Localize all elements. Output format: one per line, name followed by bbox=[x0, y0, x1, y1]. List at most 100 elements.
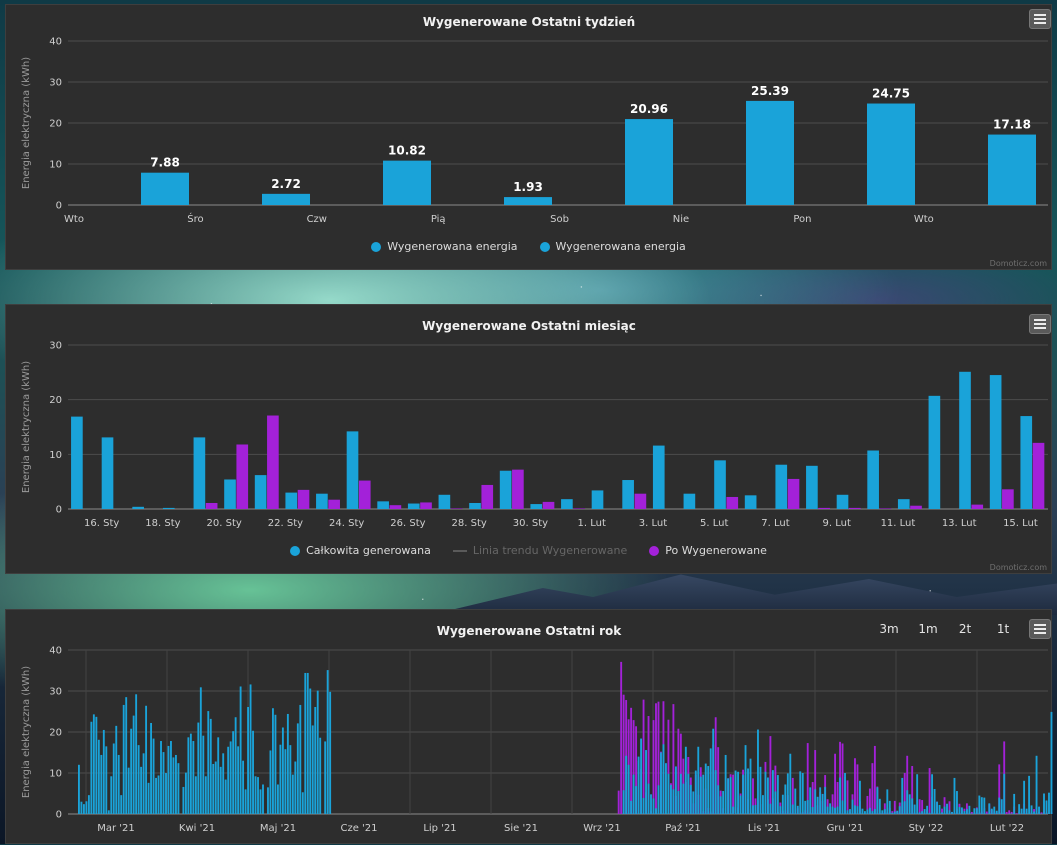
bar bbox=[1051, 712, 1053, 814]
bar bbox=[807, 800, 809, 814]
bar bbox=[504, 197, 552, 205]
bar bbox=[71, 417, 83, 509]
y-tick-label: 40 bbox=[49, 37, 62, 48]
bar bbox=[543, 502, 555, 509]
bar bbox=[866, 809, 868, 814]
bar bbox=[1001, 799, 1003, 814]
x-tick-label: Nie bbox=[673, 214, 689, 225]
bar bbox=[133, 716, 135, 814]
x-tick-label: 24. Sty bbox=[329, 518, 364, 529]
bar bbox=[625, 756, 627, 814]
range-button-1m[interactable]: 1m bbox=[916, 622, 940, 636]
bar bbox=[240, 686, 242, 814]
bar bbox=[655, 703, 657, 814]
y-axis-label: Energia elektryczna (kWh) bbox=[21, 361, 32, 493]
legend-dot-icon bbox=[540, 242, 550, 252]
bar bbox=[769, 804, 771, 814]
week-chart-menu-button[interactable] bbox=[1029, 9, 1051, 29]
x-tick-label: Mar '21 bbox=[97, 823, 135, 834]
legend-item-total-generated[interactable]: Całkowita generowana bbox=[290, 544, 431, 557]
y-tick-label: 30 bbox=[49, 341, 62, 352]
legend-item-trend-line[interactable]: Linia trendu Wygenerowane bbox=[453, 544, 627, 557]
menu-icon-bar bbox=[1034, 14, 1046, 16]
bar bbox=[298, 490, 310, 509]
bar bbox=[929, 768, 931, 814]
chart-title: Wygenerowane Ostatni miesiąc bbox=[422, 319, 636, 333]
bar bbox=[185, 773, 187, 814]
bar bbox=[143, 753, 145, 814]
bar bbox=[760, 767, 762, 814]
bar bbox=[959, 807, 961, 814]
bar bbox=[255, 776, 257, 814]
credit-link[interactable]: Domoticz.com bbox=[990, 563, 1047, 572]
bar bbox=[894, 812, 896, 814]
bar bbox=[707, 766, 709, 814]
bar bbox=[849, 508, 861, 509]
bar bbox=[630, 708, 632, 814]
bar bbox=[867, 451, 879, 509]
bar bbox=[1018, 804, 1020, 814]
x-tick-label: Pon bbox=[793, 214, 811, 225]
legend-label: Całkowita generowana bbox=[306, 544, 431, 557]
range-button-1t[interactable]: 1t bbox=[991, 622, 1015, 636]
bar bbox=[772, 770, 774, 814]
bar bbox=[832, 807, 834, 814]
year-chart-menu-button[interactable] bbox=[1029, 619, 1051, 639]
bar bbox=[871, 811, 873, 814]
bar bbox=[794, 789, 796, 814]
bar bbox=[103, 730, 105, 814]
x-tick-label: 13. Lut bbox=[942, 518, 977, 529]
range-button-3m[interactable]: 3m bbox=[877, 622, 901, 636]
bar bbox=[138, 745, 140, 814]
bar bbox=[684, 494, 696, 509]
legend-item-generated-energy-2[interactable]: Wygenerowana energia bbox=[540, 240, 686, 253]
y-tick-label: 40 bbox=[49, 646, 62, 657]
bar bbox=[929, 396, 941, 509]
x-tick-label: Kwi '21 bbox=[179, 823, 215, 834]
bar bbox=[852, 800, 854, 814]
legend-label: Linia trendu Wygenerowane bbox=[473, 544, 627, 557]
bar bbox=[289, 745, 291, 814]
legend-item-generated-energy[interactable]: Wygenerowana energia bbox=[371, 240, 517, 253]
bar bbox=[561, 499, 573, 509]
x-tick-label: Maj '21 bbox=[260, 823, 296, 834]
bar bbox=[804, 801, 806, 814]
bar bbox=[812, 807, 814, 814]
bar bbox=[667, 774, 669, 814]
bar bbox=[837, 495, 849, 509]
bar bbox=[954, 778, 956, 814]
bar bbox=[1036, 756, 1038, 814]
bar bbox=[867, 104, 915, 205]
bar bbox=[672, 789, 674, 814]
bar bbox=[822, 794, 824, 814]
bar bbox=[847, 780, 849, 814]
bar bbox=[329, 692, 331, 814]
range-button-2t[interactable]: 2t bbox=[953, 622, 977, 636]
bar bbox=[187, 737, 189, 814]
bar bbox=[690, 785, 692, 814]
bar bbox=[653, 446, 665, 509]
bar bbox=[1008, 810, 1010, 814]
bar bbox=[319, 738, 321, 814]
bar bbox=[788, 479, 800, 509]
bar bbox=[842, 800, 844, 814]
x-tick-label: Sie '21 bbox=[504, 823, 538, 834]
bar bbox=[88, 795, 90, 814]
legend-item-after-generated[interactable]: Po Wygenerowane bbox=[649, 544, 767, 557]
bar bbox=[316, 494, 328, 509]
bar bbox=[658, 785, 660, 814]
month-chart-menu-button[interactable] bbox=[1029, 314, 1051, 334]
bar bbox=[170, 741, 172, 814]
bar bbox=[1033, 443, 1045, 509]
bar bbox=[123, 705, 125, 814]
bar bbox=[929, 813, 931, 814]
credit-link[interactable]: Domoticz.com bbox=[990, 259, 1047, 268]
bar bbox=[272, 708, 274, 814]
data-label: 2.72 bbox=[271, 177, 301, 191]
bar bbox=[202, 736, 204, 814]
bar bbox=[817, 797, 819, 814]
bar bbox=[854, 805, 856, 814]
bar bbox=[1026, 809, 1028, 814]
bar bbox=[282, 727, 284, 814]
data-label: 24.75 bbox=[872, 87, 910, 101]
